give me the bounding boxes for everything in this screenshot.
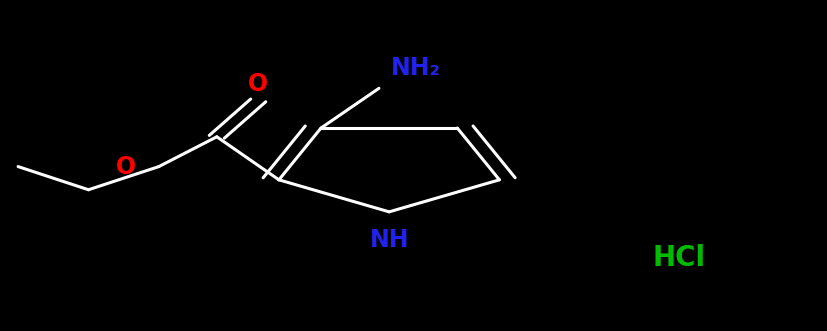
Text: NH₂: NH₂: [391, 56, 441, 80]
Text: NH: NH: [369, 228, 409, 252]
Text: O: O: [248, 72, 268, 96]
Text: O: O: [116, 155, 136, 179]
Text: HCl: HCl: [652, 244, 705, 272]
